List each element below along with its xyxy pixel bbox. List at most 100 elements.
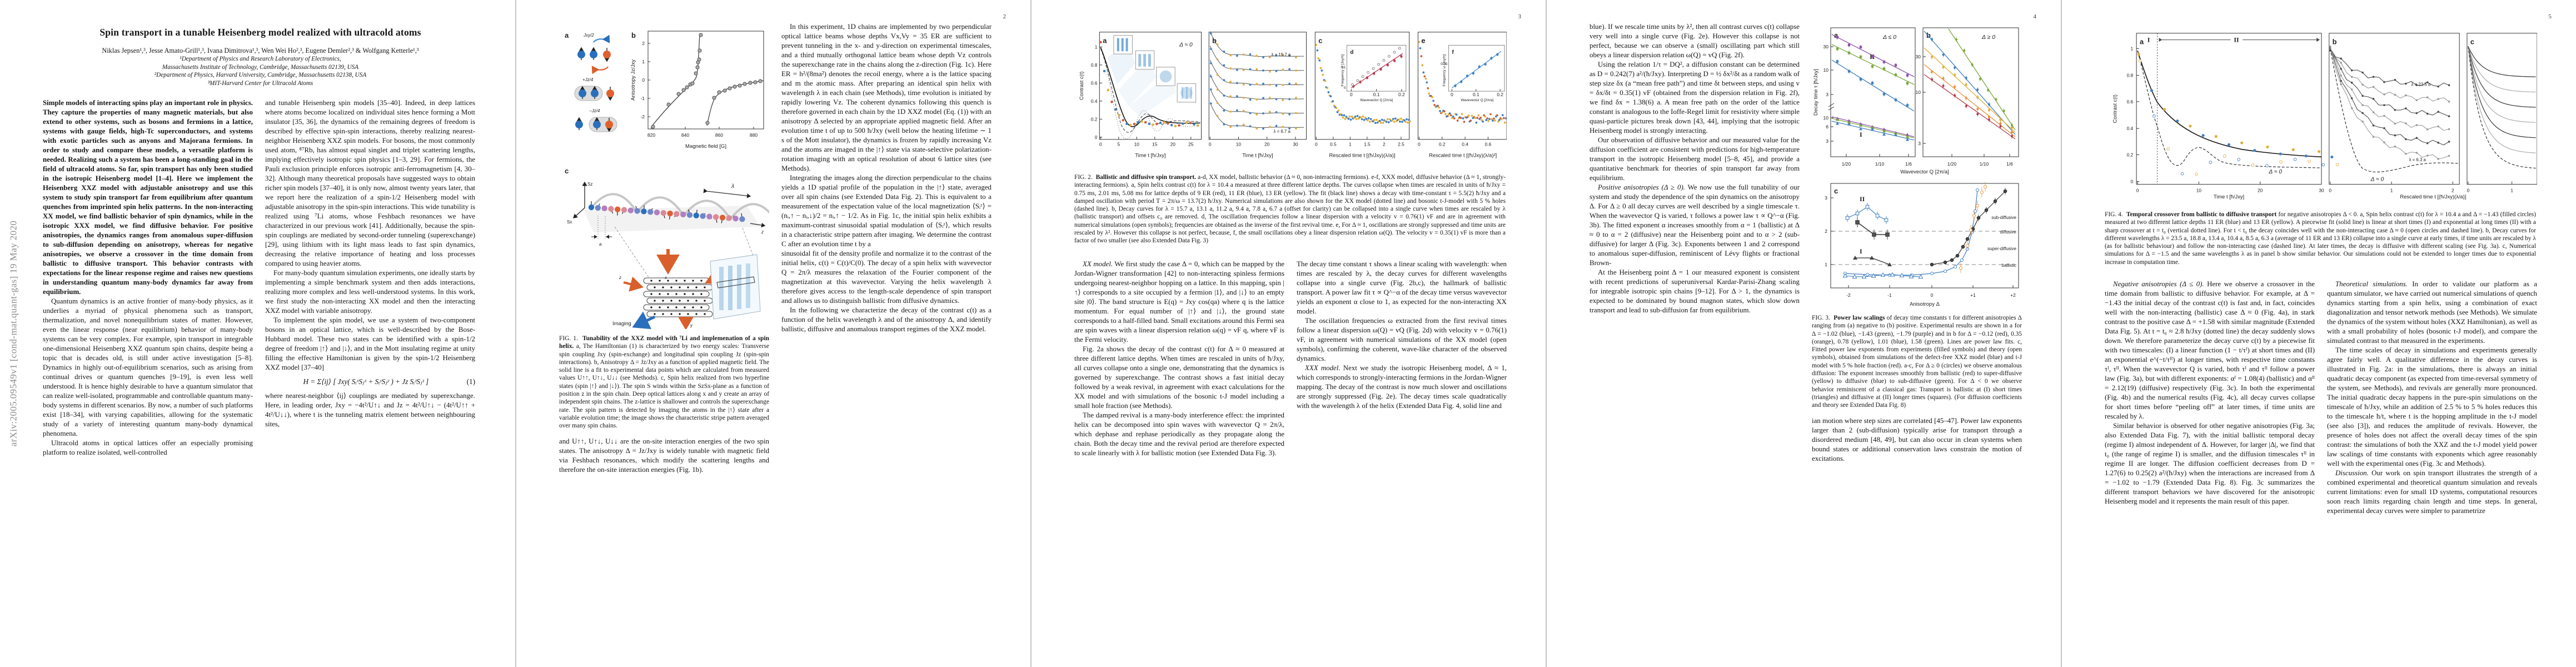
spin-up-atom bbox=[593, 121, 601, 128]
fig-caption-head: Power law scalings bbox=[1833, 315, 1885, 321]
figure-3-caption: FIG. 3. Power law scalings of decay time… bbox=[1812, 314, 2022, 410]
fig2-panel-b: b λ = 15.7 a λ = 6.7 a 0 10 20 30 Time t [ħ… bbox=[1208, 31, 1307, 158]
paragraph: Discussion. Our work on spin transport i… bbox=[2327, 469, 2537, 516]
fig3-panel-c: c II I sub-diffusive diffusive super-dif… bbox=[1825, 182, 2019, 307]
fig2c-data-points bbox=[1315, 43, 1411, 124]
fig1b-ticks: 820 840 860 880 2 1 0 -1 -2 bbox=[640, 41, 758, 138]
fig3b-ticks: 1/20 1/10 1/6 30 10 3 bbox=[1916, 54, 2014, 167]
two-column-body: blue). If we rescale time units by λ², t… bbox=[1547, 22, 2061, 464]
inset-image-1 bbox=[1113, 35, 1133, 54]
fig3b-series bbox=[1924, 28, 2016, 140]
fig4-panel-b: b λ = 23.5 a λ = 6.3 a Δ ≈ 0 0 1 2 Rescale… bbox=[2329, 33, 2466, 200]
svg-text:20: 20 bbox=[2258, 187, 2263, 193]
svg-text:5: 5 bbox=[1117, 142, 1120, 147]
fig-caption-text: a, The Hamiltonian (1) is characterized … bbox=[559, 343, 769, 430]
equation-number: (1) bbox=[466, 377, 475, 386]
fig3-b-delta: Δ ≥ 0 bbox=[1981, 34, 1995, 41]
svg-text:10: 10 bbox=[1823, 67, 1829, 73]
svg-text:6: 6 bbox=[1826, 124, 1828, 130]
imaging-label: Imaging bbox=[612, 321, 631, 327]
svg-text:0: 0 bbox=[2329, 187, 2331, 193]
projection-line bbox=[614, 226, 650, 278]
page-number: 4 bbox=[2033, 13, 2037, 20]
paragraph: Fig. 2a shows the decay of the contrast … bbox=[1074, 345, 1284, 410]
paragraph-text: We now use the full tunability of our sy… bbox=[1590, 183, 1800, 267]
paragraph: In this experiment, 1D chains are implem… bbox=[781, 23, 991, 172]
fig3c-series bbox=[1842, 182, 2007, 279]
section-head-xxx-model: XXX model. bbox=[1305, 364, 1341, 372]
plot-frame bbox=[2467, 33, 2537, 185]
svg-text:-1: -1 bbox=[1887, 292, 1892, 298]
paragraph: The time scales of decay in simulations … bbox=[2327, 346, 2537, 468]
fig2c-xlabel: Rescaled time t [(ħ/Jxy)(λ/a)] bbox=[1329, 152, 1396, 158]
fig-label: FIG. 4. bbox=[2105, 211, 2123, 218]
plot-frame bbox=[1417, 32, 1507, 140]
paragraph: Negative anisotropies (Δ ≤ 0). Here we o… bbox=[2105, 280, 2315, 421]
arxiv-sidebar: arXiv:2005.09549v1 [cond-mat.quant-gas] … bbox=[1, 0, 26, 667]
spin-exchange-arrow-orange bbox=[591, 66, 609, 74]
fig3-panel-b: b Δ ≥ 0 1/20 1/10 1/6 30 10 3 bbox=[1916, 27, 2019, 167]
svg-text:1.5: 1.5 bbox=[1364, 142, 1371, 147]
svg-text:0: 0 bbox=[1315, 142, 1318, 147]
svg-text:3: 3 bbox=[1825, 195, 1827, 201]
lambda-bottom-label: λ = 6.3 a bbox=[2409, 157, 2426, 162]
column-left: XX model. We first study the case Δ = 0,… bbox=[1074, 260, 1284, 458]
svg-text:20: 20 bbox=[1170, 142, 1176, 147]
plot-frame bbox=[2329, 33, 2460, 185]
svg-text:0.2: 0.2 bbox=[2127, 152, 2134, 157]
fig-caption-text: for negative anisotropies Δ < 0. a, Spin… bbox=[2105, 211, 2537, 266]
svg-text:30: 30 bbox=[1293, 142, 1298, 147]
svg-text:30: 30 bbox=[1823, 44, 1829, 49]
paragraph: To implement the spin model, we use a sy… bbox=[265, 316, 475, 372]
svg-text:0: 0 bbox=[2467, 187, 2470, 193]
page-5: 5 a I II Δ ≈ 0 1 0.8 0.6 0.4 0.2 0 0 10 20 30 bbox=[2061, 0, 2576, 667]
fig3-ylabel: Decay time τ [ħ/Jxy] bbox=[1813, 69, 1819, 116]
paragraph: ian motion where step sizes are correlat… bbox=[1812, 416, 2022, 462]
plot-frame bbox=[1830, 183, 2019, 288]
fig4c-curves bbox=[2468, 46, 2536, 169]
fig3-b-label: b bbox=[1926, 31, 1931, 39]
lambda-top-label: λ = 23.5 a bbox=[2411, 82, 2430, 87]
inset-ytick: 0 bbox=[1344, 86, 1346, 90]
spin-up-atom bbox=[590, 51, 597, 58]
figure-3: Decay time τ [ħ/Jxy] a Δ ≤ 0 II I 1/201/… bbox=[1813, 27, 2019, 307]
lambda-arrow bbox=[703, 188, 751, 198]
figure-1: a Jxy/2 +Jz/4 bbox=[565, 31, 769, 329]
fig2b-xlabel: Time t [ħ/Jxy] bbox=[1242, 152, 1273, 158]
plot-frame bbox=[1830, 27, 1916, 157]
svg-text:1: 1 bbox=[642, 59, 645, 64]
lambda-bottom-label: λ = 6.7 a bbox=[1273, 129, 1291, 134]
y-label: y bbox=[690, 323, 693, 328]
plot-frame bbox=[1099, 32, 1202, 140]
fig3c-ticks: 3 2 1 -2 -1 0 +1 +2 bbox=[1825, 195, 2016, 298]
section-head-discussion: Discussion. bbox=[2335, 469, 2369, 477]
regime-I-label: I bbox=[1860, 131, 1862, 138]
paragraph: Our observation of diffusive behavior an… bbox=[1590, 136, 1800, 182]
svg-text:30: 30 bbox=[2319, 187, 2324, 193]
fig2a-ylabel: Contrast c(t) bbox=[1079, 72, 1084, 100]
paragraph: and U↑↑, U↑↓, U↓↓ are the on-site intera… bbox=[559, 437, 769, 474]
stripe bbox=[719, 267, 724, 310]
abstract: Simple models of interacting spins play … bbox=[43, 99, 253, 296]
inset-xlabel: Wavevector Q [2π/a] bbox=[1461, 98, 1493, 102]
column-right: In this experiment, 1D chains are implem… bbox=[781, 22, 991, 475]
figure-4-caption: FIG. 4. Temporal crossover from ballisti… bbox=[2105, 211, 2536, 266]
inset-image-2 bbox=[1135, 50, 1155, 70]
fig4-delta0-label: Δ ≈ 0 bbox=[2268, 169, 2282, 175]
paragraph: XX model. We first study the case Δ = 0,… bbox=[1074, 260, 1284, 345]
page-3: 3 a Δ ≈ 0 bbox=[1030, 0, 1546, 667]
figure-2-caption: FIG. 2. Ballistic and diffusive spin tra… bbox=[1074, 173, 1506, 245]
projection-line bbox=[742, 227, 755, 261]
svg-text:20: 20 bbox=[1264, 142, 1270, 147]
fig-label: FIG. 2. bbox=[1074, 174, 1093, 181]
svg-text:0: 0 bbox=[1350, 92, 1353, 97]
inset-f-ticks: 0 0.1 0.2 bbox=[1451, 89, 1503, 97]
paragraph: Ultracold atoms in optical lattices offe… bbox=[43, 439, 253, 457]
svg-text:0.4: 0.4 bbox=[2127, 126, 2134, 131]
svg-text:860: 860 bbox=[715, 132, 723, 138]
two-column-body: XX model. We first study the case Δ = 0,… bbox=[1032, 260, 1546, 458]
fig2a-data-points bbox=[1099, 41, 1199, 128]
section-head-theory: Theoretical simulations. bbox=[2335, 280, 2408, 288]
column-left: blue). If we rescale time units by λ², t… bbox=[1590, 22, 1800, 464]
